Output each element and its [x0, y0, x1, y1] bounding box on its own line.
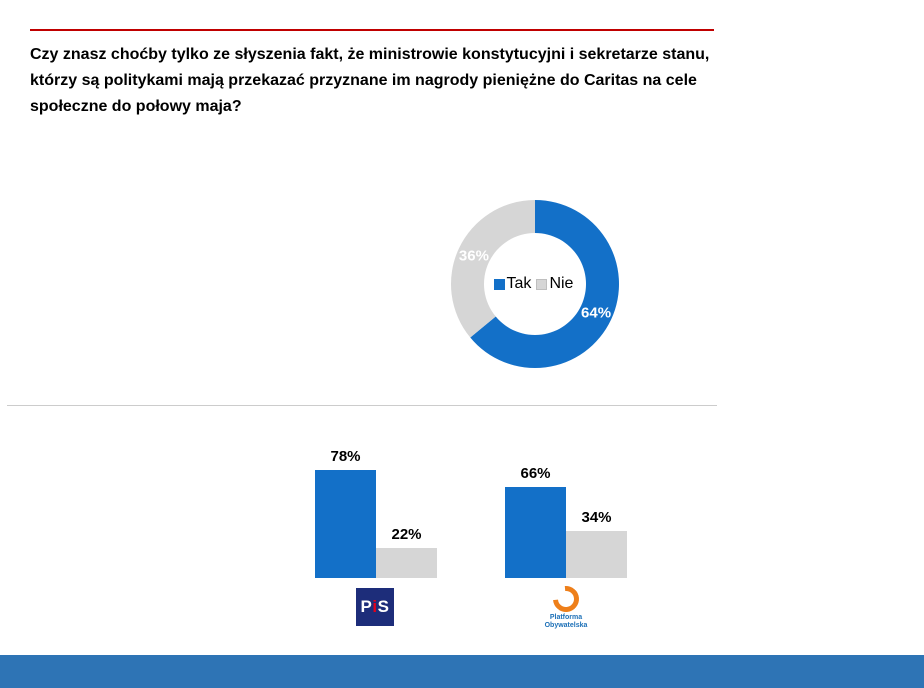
- bar-tak: [505, 487, 566, 578]
- bar-chart-po: 66% 34%: [505, 465, 627, 578]
- pis-logo-letter: i: [372, 597, 378, 616]
- po-logo-line1: Platforma: [549, 614, 583, 621]
- donut-chart: 64% 36% Tak Nie: [440, 189, 630, 379]
- section-divider: [7, 405, 717, 406]
- bar-value-label: 78%: [330, 448, 361, 465]
- bar-column-nie: 22%: [376, 526, 437, 578]
- po-logo-text: Platforma Obywatelska: [545, 614, 588, 630]
- legend-swatch-nie: [536, 278, 548, 290]
- orange-circle-icon: [547, 580, 585, 618]
- footer-blue-bar: [0, 655, 924, 688]
- question-title: Czy znasz choćby tylko ze słyszenia fakt…: [30, 46, 710, 115]
- bar-nie: [566, 531, 627, 578]
- donut-segment-tak: [470, 200, 619, 368]
- bar-column-tak: 78%: [315, 448, 376, 578]
- top-red-rule: [30, 29, 714, 31]
- legend-label-tak: Tak: [506, 275, 532, 292]
- bar-nie: [376, 548, 437, 578]
- donut-data-label: 36%: [459, 247, 489, 264]
- legend-swatch-tak: [493, 278, 505, 290]
- legend-label-nie: Nie: [549, 275, 574, 292]
- pis-logo-letter: P: [360, 597, 373, 616]
- donut-segment-nie: [451, 200, 535, 338]
- bar-column-tak: 66%: [505, 465, 566, 578]
- pis-logo-letter: S: [377, 597, 390, 616]
- donut-svg: 64% 36%: [451, 200, 619, 368]
- bar-value-label: 22%: [391, 526, 422, 543]
- bar-column-nie: 34%: [566, 509, 627, 578]
- po-logo: Platforma Obywatelska: [536, 580, 596, 630]
- bar-chart-pis: 78% 22%: [315, 448, 437, 578]
- bar-value-label: 34%: [581, 509, 612, 526]
- po-logo-line2: Obywatelska: [544, 622, 588, 629]
- donut-legend: Tak Nie: [440, 189, 630, 379]
- bar-tak: [315, 470, 376, 578]
- bar-value-label: 66%: [520, 465, 551, 482]
- donut-data-label: 64%: [581, 305, 611, 322]
